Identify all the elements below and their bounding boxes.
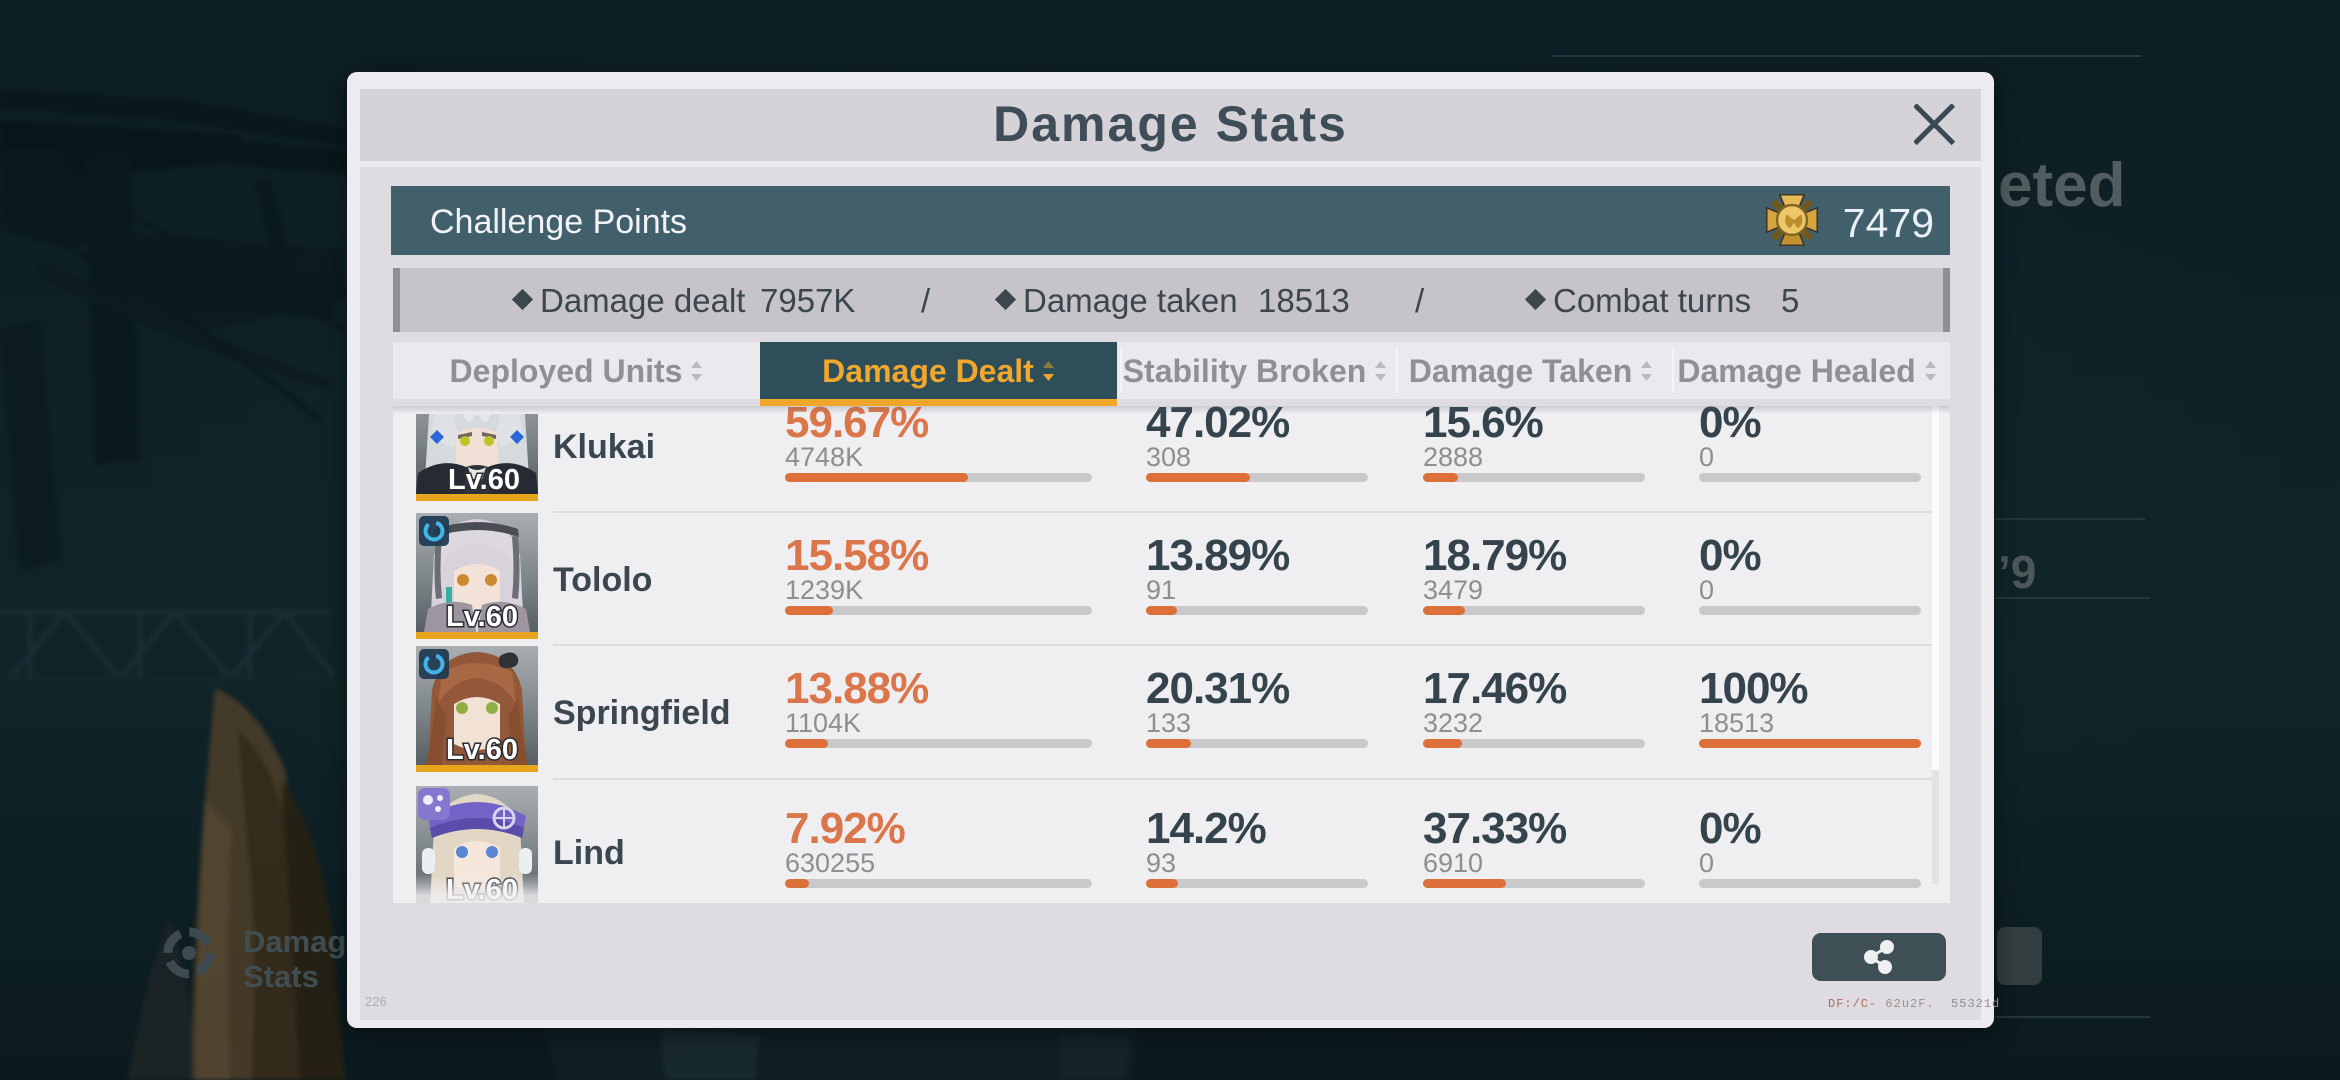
svg-text:Lv.60: Lv.60 xyxy=(446,734,518,766)
svg-text:Lv.60: Lv.60 xyxy=(448,464,520,496)
svg-text:Lv.60: Lv.60 xyxy=(446,601,518,633)
